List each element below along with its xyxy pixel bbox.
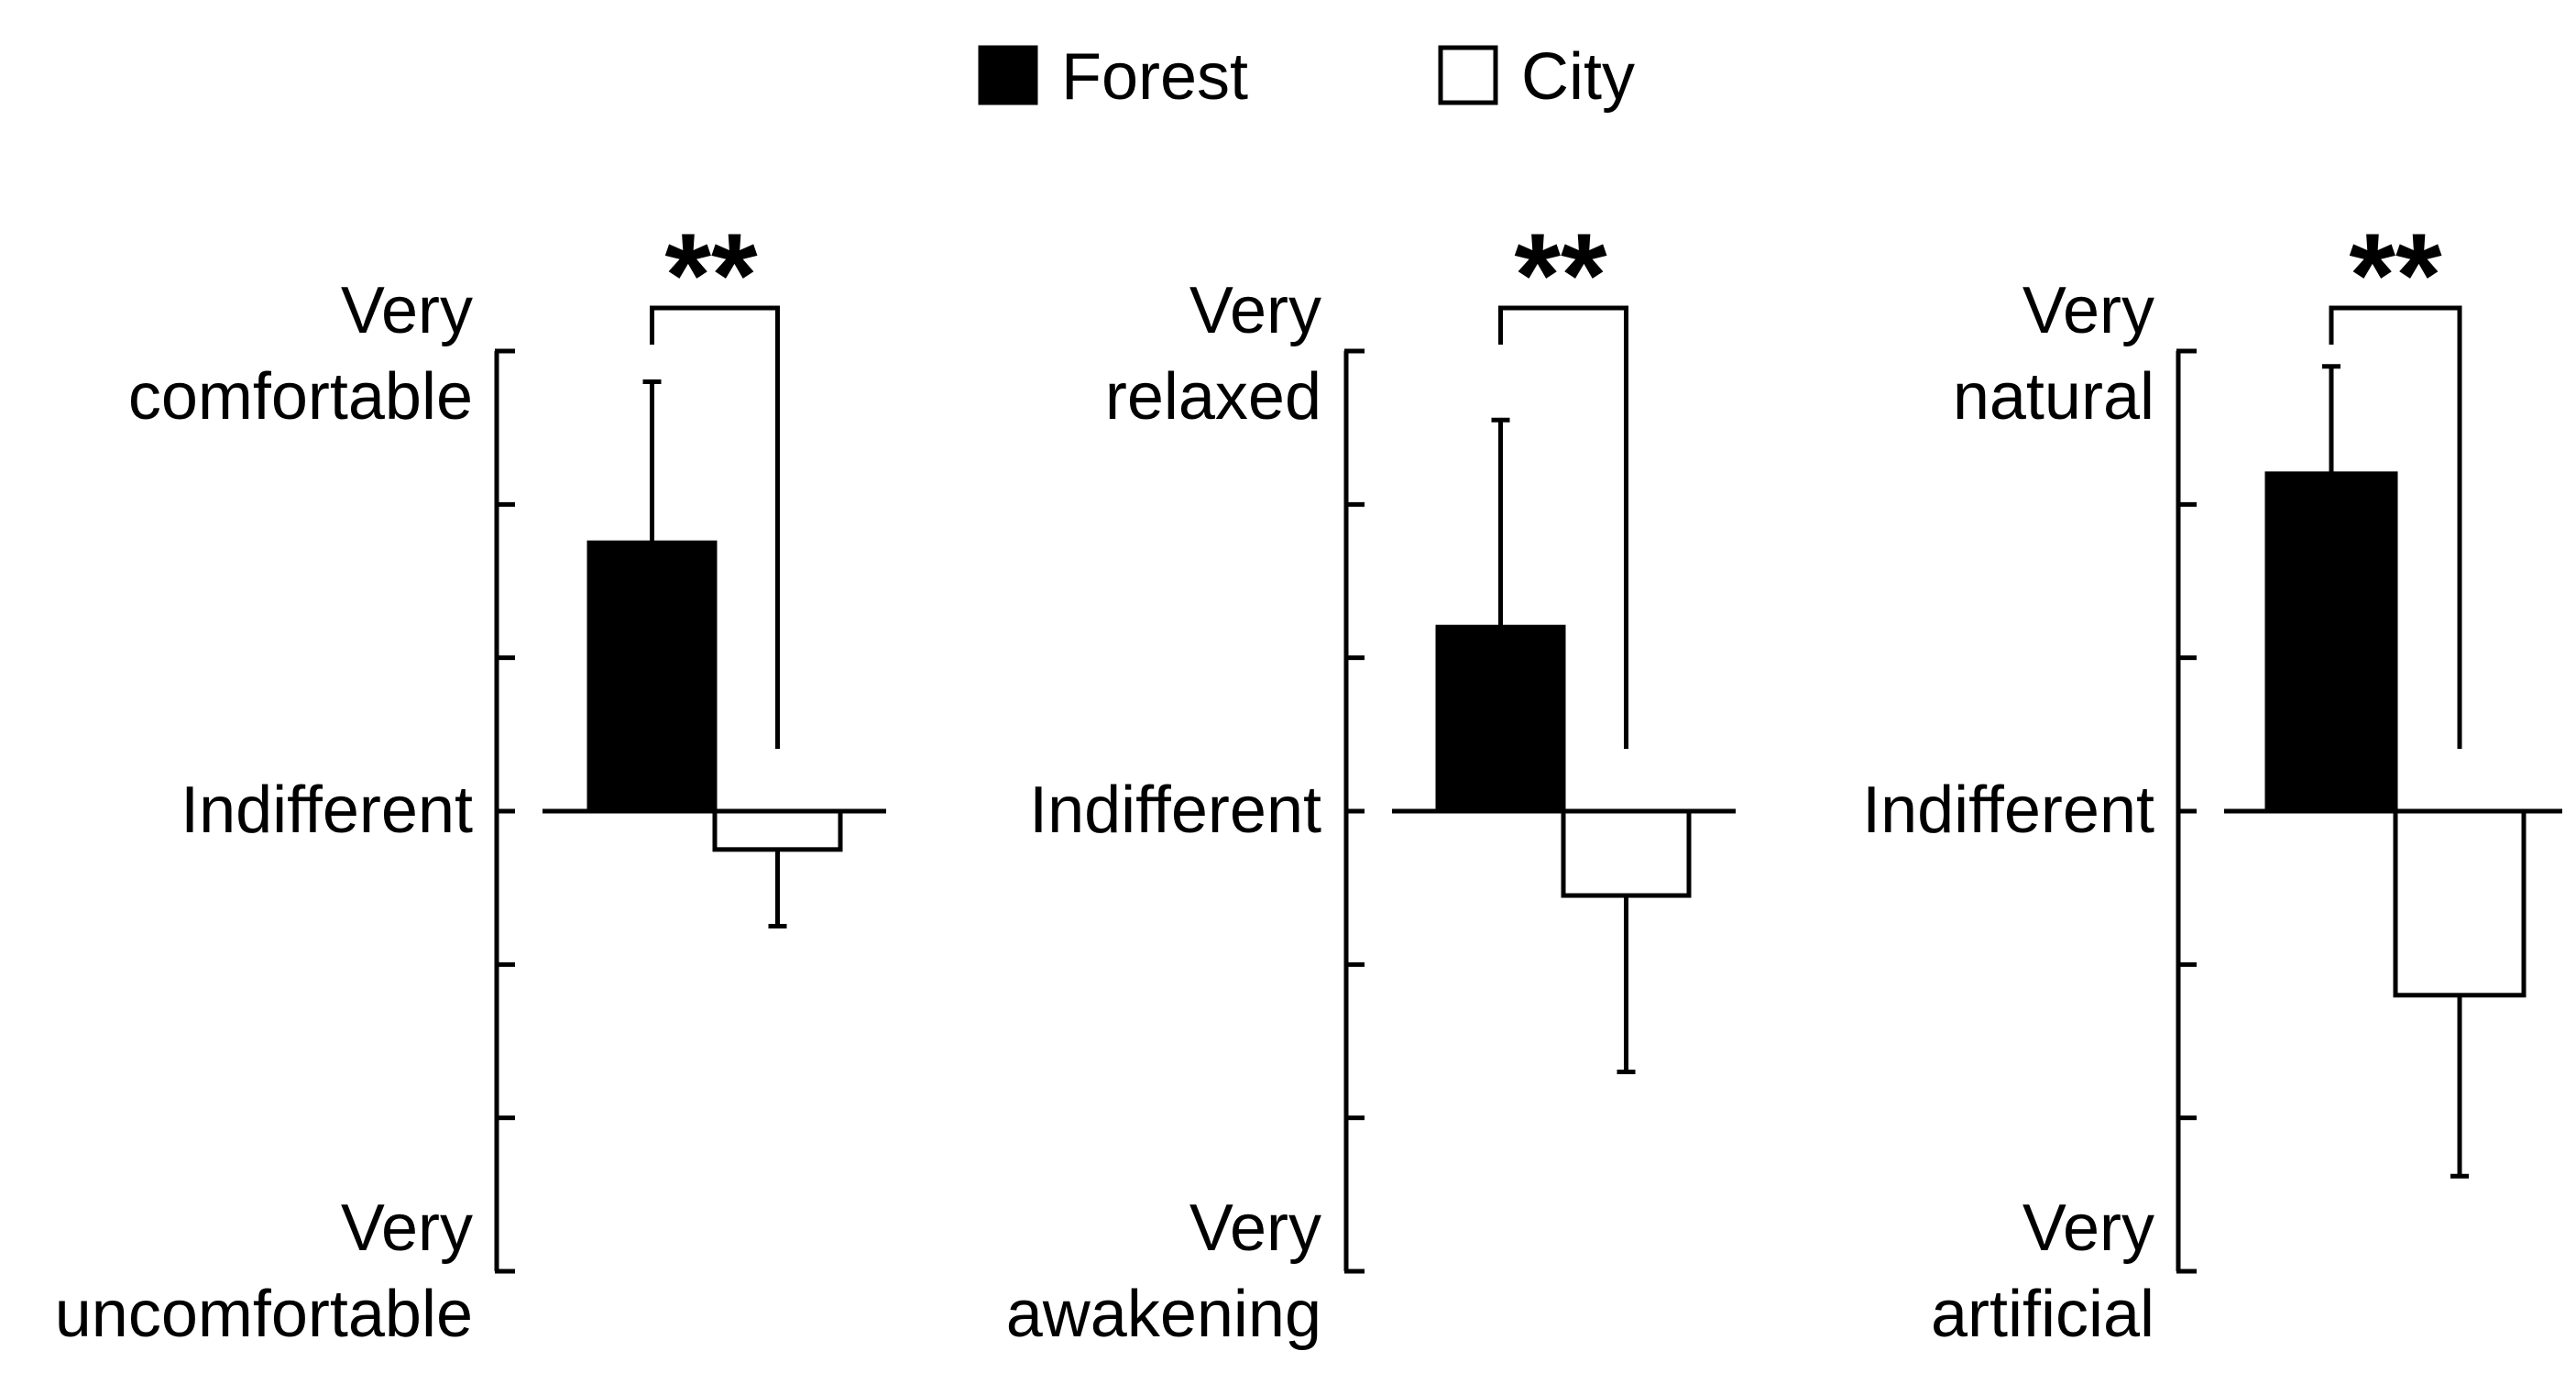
ylabel-top-line1: Very (2022, 274, 2154, 347)
panel-relaxation: Very relaxed Indifferent Very awakening … (1006, 208, 1736, 1351)
bar-forest (2264, 471, 2398, 814)
legend: Forest City (978, 40, 1635, 114)
significance-bracket (2329, 305, 2462, 749)
ylabel-bottom-line2: artificial (1931, 1278, 2154, 1351)
ylabel-bottom-line1: Very (1189, 1192, 1321, 1265)
ylabel-middle: Indifferent (1029, 774, 1321, 847)
significance-label: ** (664, 208, 758, 342)
significance-label: ** (2349, 208, 2442, 342)
significance-label: ** (1514, 208, 1607, 342)
bar-city (1561, 808, 1692, 898)
ylabel-middle: Indifferent (181, 774, 473, 847)
significance-bracket (1498, 305, 1628, 749)
bar-forest (1435, 624, 1566, 814)
significance-bracket (650, 305, 780, 749)
ylabel-top-line1: Very (341, 274, 473, 347)
legend-swatch-forest (978, 45, 1038, 105)
ylabel-top-line2: relaxed (1105, 360, 1321, 434)
ylabel-bottom-line1: Very (2022, 1192, 2154, 1265)
ylabel-top-line2: comfortable (128, 360, 473, 434)
panel-comfort: Very comfortable Indifferent Very uncomf… (55, 208, 886, 1351)
ylabel-top-line1: Very (1189, 274, 1321, 347)
legend-swatch-city (1438, 45, 1498, 105)
panel-naturalness: Very natural Indifferent Very artificial… (1862, 208, 2562, 1351)
bar-city (712, 808, 843, 852)
ylabel-middle: Indifferent (1862, 774, 2154, 847)
ylabel-bottom-line2: awakening (1006, 1278, 1321, 1351)
legend-label-city: City (1521, 40, 1635, 114)
ylabel-bottom-line2: uncomfortable (55, 1278, 473, 1351)
ylabel-top-line2: natural (1953, 360, 2154, 434)
legend-label-forest: Forest (1061, 40, 1248, 114)
ylabel-bottom-line1: Very (341, 1192, 473, 1265)
bar-city (2393, 808, 2527, 998)
bar-forest (586, 540, 718, 814)
